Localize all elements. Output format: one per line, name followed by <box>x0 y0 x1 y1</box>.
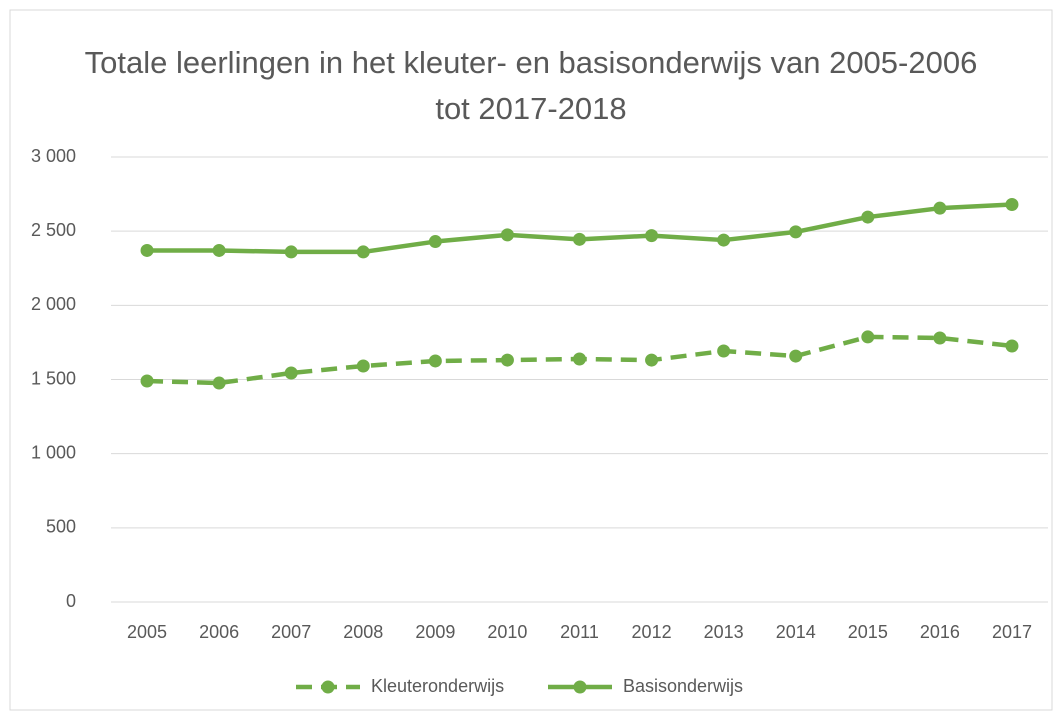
x-tick-label: 2014 <box>776 622 816 642</box>
legend-marker <box>573 680 587 694</box>
data-point <box>140 374 154 388</box>
data-point <box>212 243 226 257</box>
x-tick-label: 2016 <box>920 622 960 642</box>
legend-label: Kleuteronderwijs <box>371 676 504 696</box>
x-tick-label: 2006 <box>199 622 239 642</box>
legend-marker <box>321 680 335 694</box>
legend-label: Basisonderwijs <box>623 676 743 696</box>
x-tick-label: 2010 <box>487 622 527 642</box>
data-point <box>573 352 586 366</box>
data-point <box>428 235 442 249</box>
data-point <box>573 232 586 246</box>
data-point <box>284 366 298 380</box>
x-tick-label: 2015 <box>848 622 888 642</box>
data-point <box>212 376 226 390</box>
x-tick-label: 2007 <box>271 622 311 642</box>
chart-border <box>9 9 1053 711</box>
data-point <box>356 245 370 259</box>
data-point <box>140 243 154 257</box>
x-tick-label: 2017 <box>992 622 1032 642</box>
data-point <box>645 229 659 243</box>
x-tick-label: 2012 <box>632 622 672 642</box>
data-point <box>1005 339 1019 353</box>
data-point <box>717 233 731 247</box>
data-point <box>933 331 947 345</box>
y-tick-label: 3 000 <box>31 146 76 166</box>
y-tick-label: 1 000 <box>31 442 76 462</box>
data-point <box>717 344 731 358</box>
y-tick-label: 1 500 <box>31 368 76 388</box>
data-point <box>933 201 947 215</box>
y-tick-label: 2 500 <box>31 220 76 240</box>
x-tick-label: 2011 <box>560 622 599 642</box>
data-point <box>645 353 659 367</box>
x-tick-label: 2005 <box>127 622 167 642</box>
data-point <box>500 353 514 367</box>
data-point <box>500 228 514 242</box>
data-point <box>284 245 298 259</box>
chart-title: Totale leerlingen in het kleuter- en bas… <box>84 45 978 126</box>
data-point <box>789 225 803 239</box>
y-tick-label: 0 <box>66 591 76 611</box>
data-point <box>1005 197 1019 211</box>
data-point <box>861 330 875 344</box>
y-tick-label: 500 <box>46 517 76 537</box>
data-point <box>428 354 442 368</box>
x-tick-label: 2008 <box>343 622 383 642</box>
data-point <box>789 349 803 363</box>
x-tick-label: 2009 <box>415 622 455 642</box>
y-tick-label: 2 000 <box>31 294 76 314</box>
data-point <box>861 210 875 224</box>
data-point <box>356 359 370 373</box>
x-tick-label: 2013 <box>704 622 744 642</box>
